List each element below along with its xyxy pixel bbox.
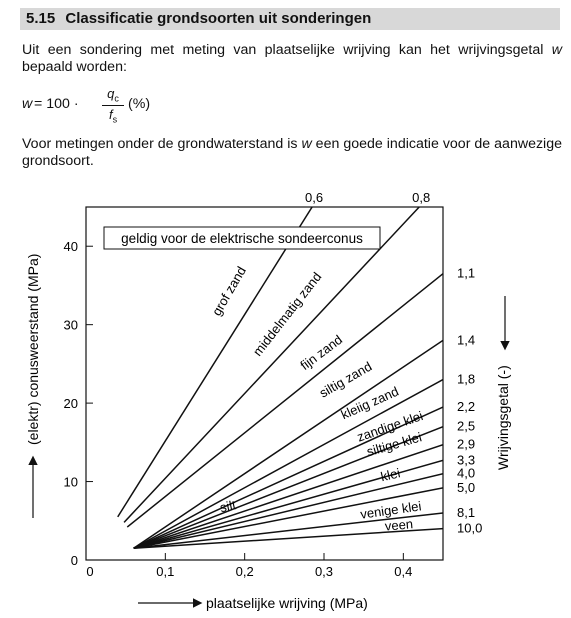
- formula-fraction: qc fs: [102, 86, 124, 124]
- zone-label: zandige klei: [355, 408, 425, 445]
- ratio-line: [133, 425, 443, 549]
- ratio-label: 1,8: [457, 372, 475, 387]
- zone-label: middelmatig zand: [250, 269, 325, 359]
- ratio-label: 8,1: [457, 505, 475, 520]
- ratio-line: [133, 339, 443, 549]
- formula-lhs: w: [22, 96, 33, 112]
- intro-text-before: Uit een sondering met meting van plaatse…: [22, 42, 552, 58]
- validity-note: geldig voor de elektrische sondeerconus: [121, 231, 363, 246]
- formula-numerator: qc: [107, 86, 119, 104]
- formula-denominator: fs: [108, 106, 118, 125]
- ratio-line: [133, 487, 443, 549]
- second-paragraph: Voor metingen onder de grondwaterstand i…: [22, 136, 562, 170]
- y-tick-label: 30: [64, 318, 78, 333]
- ratio-label: 1,1: [457, 266, 475, 281]
- x-tick-label: 0,2: [236, 564, 254, 579]
- ratio-line: [117, 207, 313, 518]
- ratio-label: 10,0: [457, 521, 482, 536]
- ratio-label: 3,3: [457, 452, 475, 467]
- ratio-line: [126, 273, 443, 528]
- section-title: Classificatie grondsoorten uit sondering…: [65, 10, 372, 27]
- zone-label: klei: [379, 465, 401, 484]
- ratio-label: 0,8: [412, 190, 430, 205]
- zone-label: siltig zand: [317, 359, 375, 401]
- x-axis-label: plaatselijke wrijving (MPa): [206, 595, 368, 611]
- intro-paragraph: Uit een sondering met meting van plaatse…: [22, 42, 562, 76]
- validity-box: [103, 226, 381, 250]
- ratio-line: [133, 406, 443, 549]
- x-tick-label: 0,1: [156, 564, 174, 579]
- ratio-label: 2,2: [457, 399, 475, 414]
- y-tick-label: 10: [64, 475, 78, 490]
- ratio-line: [133, 512, 443, 549]
- formula: w = 100 · qc fs (%): [22, 86, 222, 126]
- x-tick-label: 0,3: [315, 564, 333, 579]
- ratio-label: 0,6: [305, 190, 323, 205]
- intro-text-after: bepaald worden:: [22, 59, 127, 75]
- second-variable: w: [301, 136, 312, 152]
- ratio-line: [123, 207, 420, 523]
- ratio-line: [133, 378, 443, 549]
- zone-label: veen: [384, 516, 413, 533]
- zone-label: silt: [219, 497, 238, 515]
- section-number: 5.15: [26, 10, 56, 27]
- zone-label: kleiig zand: [339, 384, 401, 423]
- formula-unit: (%): [128, 96, 151, 112]
- ratio-line: [133, 527, 443, 549]
- ratio-line: [133, 443, 443, 549]
- x-tick-label: 0,4: [394, 564, 412, 579]
- ratio-line: [133, 459, 443, 549]
- section-header: 5.15 Classificatie grondsoorten uit sond…: [20, 8, 560, 30]
- zone-label: venige klei: [359, 498, 422, 521]
- zone-label: siltige klei: [365, 429, 423, 459]
- formula-equals: = 100 ·: [34, 96, 79, 112]
- ratio-label: 1,4: [457, 332, 475, 347]
- ratio-label: 5,0: [457, 480, 475, 495]
- y-tick-label: 40: [64, 239, 78, 254]
- y-axis-label: (elektr) conusweerstand (MPa): [25, 254, 41, 445]
- zone-label: fijn zand: [297, 332, 345, 373]
- intro-variable: w: [551, 42, 562, 58]
- zone-label: grof zand: [209, 264, 249, 318]
- ratio-label: 2,9: [457, 437, 475, 452]
- ratio-label: 4,0: [457, 466, 475, 481]
- y-tick-label: 0: [71, 553, 78, 568]
- y-tick-label: 20: [64, 396, 78, 411]
- x-tick-label: 0: [86, 564, 93, 579]
- ratio-label: 2,5: [457, 419, 475, 434]
- right-axis-label: Wrijvingsgetal (-): [495, 365, 511, 470]
- plot-frame: [85, 206, 444, 561]
- second-text-before: Voor metingen onder de grondwaterstand i…: [22, 136, 302, 152]
- fraction-bar: [102, 104, 124, 106]
- ratio-line: [133, 472, 443, 549]
- second-text-after: een goede indicatie voor de aanwezige gr…: [22, 136, 562, 169]
